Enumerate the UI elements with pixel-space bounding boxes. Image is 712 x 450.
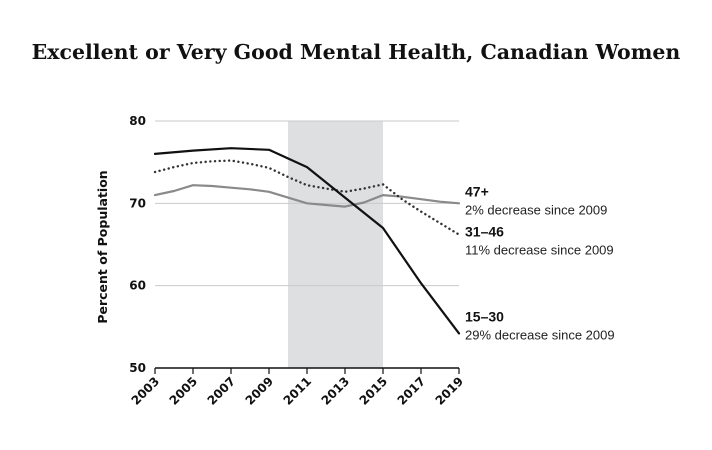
series-note-label: 29% decrease since 2009 <box>465 327 615 342</box>
series-note-label: 2% decrease since 2009 <box>465 202 607 217</box>
series-line-1 <box>153 159 461 236</box>
series-line-0 <box>153 184 461 208</box>
series-name-label: 31–46 <box>465 224 504 240</box>
x-tick-label: 2007 <box>205 374 239 408</box>
x-tick-label: 2013 <box>319 374 353 408</box>
series-line-2 <box>153 147 461 335</box>
y-axis-label: Percent of Population <box>95 170 110 323</box>
x-tick-label: 2009 <box>243 374 277 408</box>
shaded-period <box>288 121 383 368</box>
x-tick-label: 2017 <box>395 374 429 408</box>
x-tick-label: 2019 <box>433 374 467 408</box>
chart-title: Excellent or Very Good Mental Health, Ca… <box>31 40 681 64</box>
x-tick-label: 2015 <box>357 374 391 408</box>
series-name-label: 47+ <box>465 183 489 199</box>
y-tick-label: 60 <box>129 279 146 293</box>
series-name-label: 15–30 <box>465 308 504 324</box>
y-tick-label: 70 <box>129 196 146 210</box>
y-tick-label: 50 <box>129 361 146 375</box>
x-tick-label: 2005 <box>167 374 201 408</box>
y-tick-label: 80 <box>129 114 146 128</box>
x-tick-label: 2011 <box>281 374 315 408</box>
series-note-label: 11% decrease since 2009 <box>465 243 614 258</box>
x-tick-label: 2003 <box>129 374 163 408</box>
